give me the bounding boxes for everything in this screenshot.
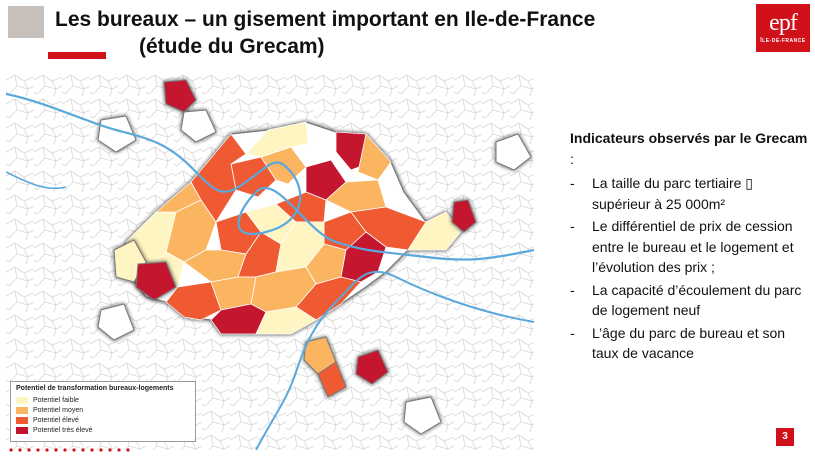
commune-potentiel-eleve xyxy=(317,361,347,398)
legend-swatch-eleve xyxy=(16,416,28,424)
legend-label: Potentiel moyen xyxy=(33,406,84,414)
commune-sans-potentiel xyxy=(495,133,532,171)
title-line-1: Les bureaux – un gisement important en I… xyxy=(55,8,596,31)
decorative-square xyxy=(8,6,44,38)
indicator-text: L’âge du parc de bureau et son taux de v… xyxy=(592,324,786,362)
list-item: - L’âge du parc de bureau et son taux de … xyxy=(570,323,810,364)
legend-item: Potentiel moyen xyxy=(16,405,190,415)
outlying-zones xyxy=(97,79,532,435)
decorative-dots xyxy=(9,448,130,452)
legend-swatch-moyen xyxy=(16,406,28,414)
commune-potentiel-tres-eleve xyxy=(355,349,389,385)
legend-label: Potentiel faible xyxy=(33,396,79,404)
legend-item: Potentiel très élevé xyxy=(16,425,190,435)
page-number: 3 xyxy=(776,428,794,446)
legend-label: Potentiel très élevé xyxy=(33,426,93,434)
indicator-text: Le différentiel de prix de cession entre… xyxy=(592,218,794,275)
indicators-panel: Indicateurs observés par le Grecam : - La… xyxy=(570,128,810,366)
river-oise xyxy=(6,171,67,190)
legend-title: Potentiel de transformation bureaux-loge… xyxy=(16,385,174,392)
decorative-bar xyxy=(48,52,106,59)
legend-swatch-tres-eleve xyxy=(16,426,28,434)
indicator-text: La taille du parc tertiaire ▯ supérieur … xyxy=(592,175,754,212)
legend-swatch-faible xyxy=(16,396,28,404)
logo-brand: epf xyxy=(769,10,798,36)
commune-sans-potentiel xyxy=(97,303,135,341)
commune-potentiel-faible xyxy=(245,121,309,158)
indicator-text: La capacité d’écoulement du parc de loge… xyxy=(592,281,802,319)
legend-label: Potentiel élevé xyxy=(33,416,79,424)
list-item: - Le différentiel de prix de cession entr… xyxy=(570,216,810,278)
commune-potentiel-tres-eleve xyxy=(451,199,477,233)
commune-potentiel-faible xyxy=(255,306,317,335)
logo-subtitle: ÎLE-DE-FRANCE xyxy=(760,38,806,44)
commune-potentiel-eleve xyxy=(190,133,247,223)
commune-potentiel-tres-eleve xyxy=(135,261,177,301)
page-title: Les bureaux – un gisement important en I… xyxy=(55,6,595,60)
indicator-list: - La taille du parc tertiaire ▯ supérieur… xyxy=(570,173,810,364)
panel-heading-text: Indicateurs observés par le Grecam xyxy=(570,130,808,146)
commune-sans-potentiel xyxy=(180,109,217,143)
commune-potentiel-faible xyxy=(407,211,462,251)
map-legend: Potentiel de transformation bureaux-loge… xyxy=(10,381,196,442)
panel-heading: Indicateurs observés par le Grecam : xyxy=(570,128,810,169)
bullet-dash: - xyxy=(570,324,575,341)
river-seine xyxy=(6,92,534,261)
bullet-dash: - xyxy=(570,281,575,298)
river-marne xyxy=(255,270,534,450)
panel-heading-colon: : xyxy=(570,150,574,167)
list-item: - La capacité d’écoulement du parc de log… xyxy=(570,280,810,321)
bullet-dash: - xyxy=(570,175,575,191)
title-line-2: (étude du Grecam) xyxy=(139,35,325,58)
legend-item: Potentiel élevé xyxy=(16,415,190,425)
list-item: - La taille du parc tertiaire ▯ supérieur… xyxy=(570,173,810,214)
legend-item: Potentiel faible xyxy=(16,395,190,405)
central-zone xyxy=(125,121,462,335)
commune-potentiel-tres-eleve xyxy=(163,79,197,113)
bullet-dash: - xyxy=(570,218,575,234)
commune-sans-potentiel xyxy=(97,115,137,153)
commune-sans-potentiel xyxy=(403,396,442,435)
epf-logo: epf ÎLE-DE-FRANCE xyxy=(756,4,810,52)
